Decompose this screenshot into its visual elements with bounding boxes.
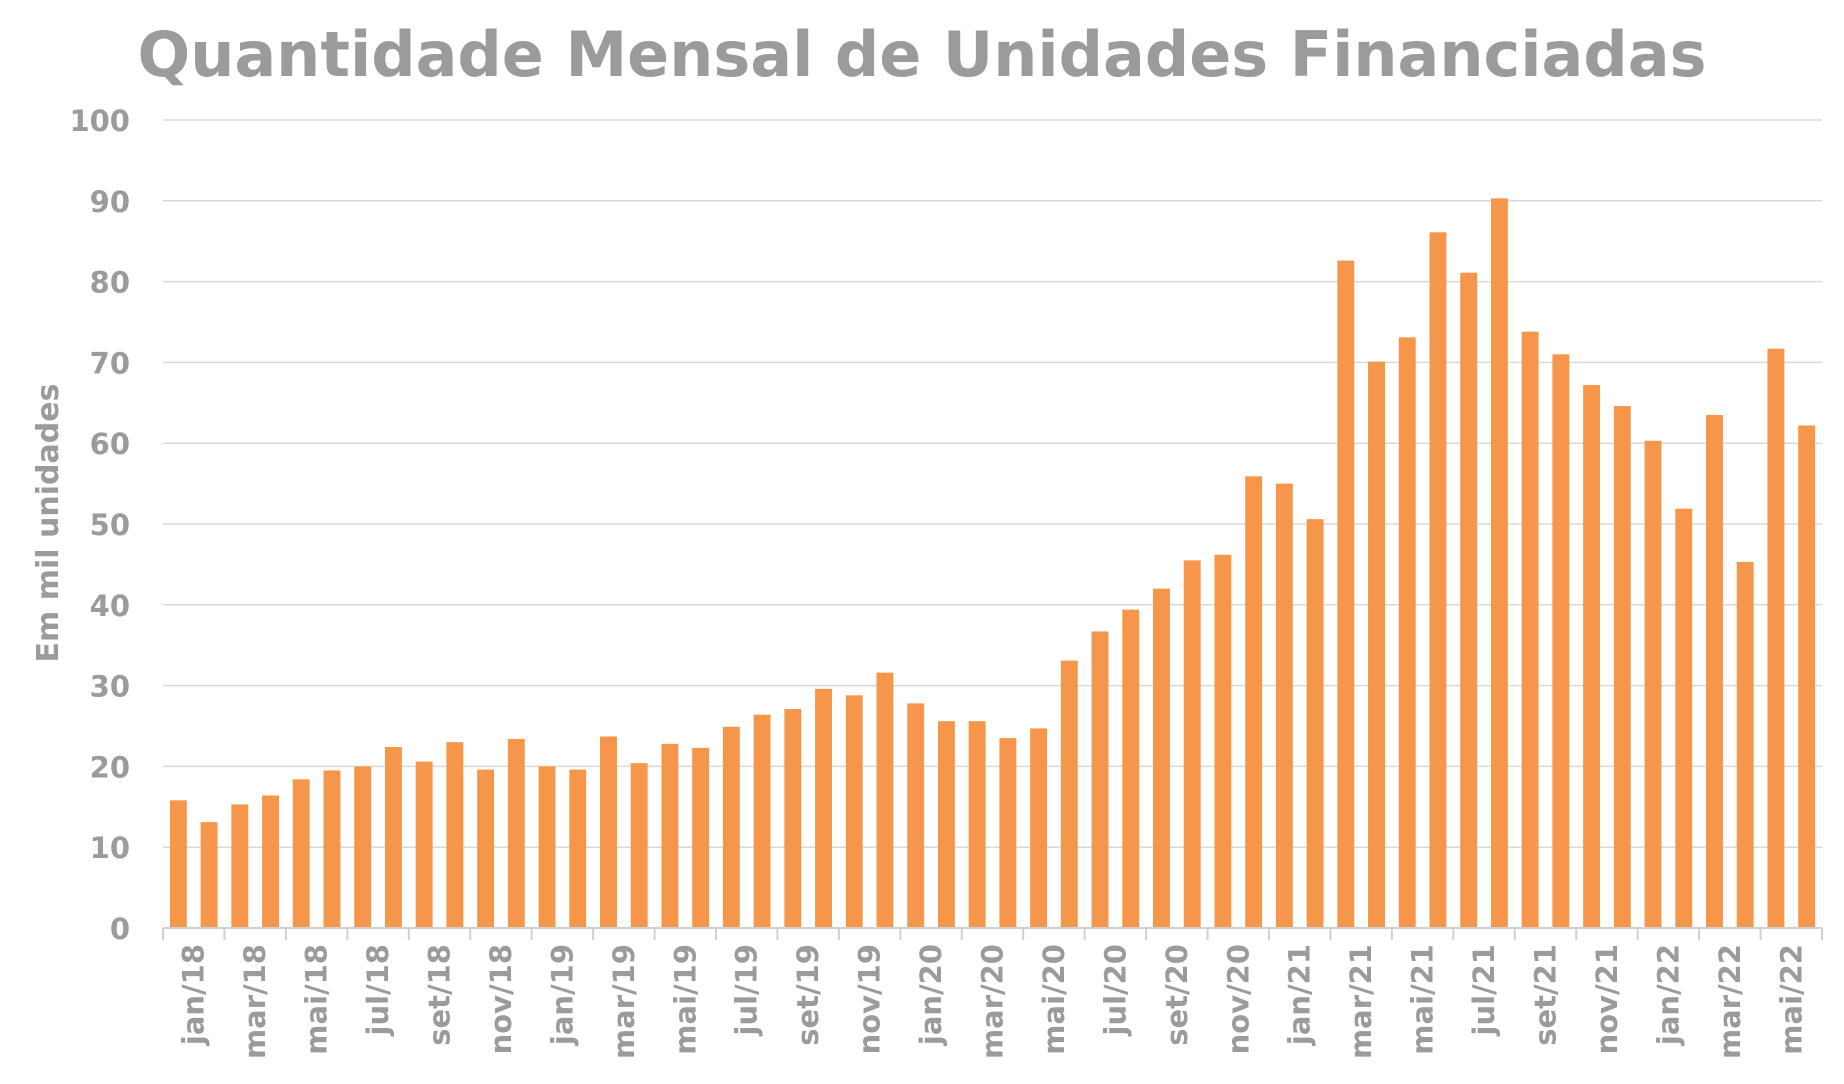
bar: [292, 779, 310, 928]
bar: [968, 721, 986, 928]
x-tick-label: nov/19: [853, 944, 887, 1054]
x-tick-label: jul/21: [1467, 944, 1501, 1036]
bar: [600, 736, 617, 928]
x-tick-label: jan/19: [545, 944, 579, 1046]
bar: [323, 770, 341, 928]
x-tick-label: jan/20: [914, 944, 948, 1046]
x-tick-label: set/19: [791, 944, 825, 1046]
y-tick-label: 0: [110, 912, 130, 946]
bar: [815, 688, 832, 928]
bar: [1767, 348, 1785, 928]
bar: [661, 743, 679, 928]
x-tick-label: nov/18: [484, 944, 518, 1054]
x-tick-label: jan/22: [1651, 944, 1685, 1046]
bar: [169, 800, 187, 928]
bar: [907, 703, 925, 928]
bar: [1060, 660, 1078, 928]
bar: [1675, 508, 1693, 928]
y-tick-label: 10: [90, 831, 130, 865]
x-tick-label: mar/22: [1713, 944, 1747, 1059]
bar: [1091, 631, 1109, 928]
bar: [1460, 272, 1478, 928]
x-tick-label: set/21: [1529, 944, 1563, 1046]
x-tick-label: jul/19: [730, 944, 764, 1036]
x-tick-label: set/18: [423, 944, 457, 1046]
bar: [1030, 728, 1048, 928]
axes: 0 10 20 30 40 50 60 70 80 90 100 jan/18 mar/18 mai/18…: [69, 104, 1823, 1059]
x-tick-label: set/20: [1160, 944, 1194, 1046]
y-tick-label: 20: [90, 750, 130, 784]
x-tick-label: mar/21: [1344, 944, 1378, 1059]
x-tick-label: mai/22: [1774, 944, 1808, 1055]
x-tick-label: mai/20: [1037, 944, 1071, 1055]
bar: [1214, 554, 1232, 928]
y-tick-label: 30: [90, 670, 130, 704]
gridlines: [163, 119, 1822, 848]
bar: [569, 769, 587, 928]
bar: [1122, 609, 1140, 928]
bar: [784, 709, 802, 928]
x-tick-label: jan/21: [1283, 944, 1317, 1046]
y-tick-label: 70: [90, 346, 130, 380]
bar: [477, 769, 495, 928]
bar: [1798, 425, 1816, 928]
x-tick-label: mar/18: [238, 944, 272, 1059]
x-tick-label: mar/20: [976, 944, 1010, 1059]
bar: [1183, 560, 1201, 928]
y-tick-label: 90: [90, 185, 130, 219]
x-tick-label: nov/20: [1221, 944, 1255, 1054]
y-tick-label: 60: [90, 427, 130, 461]
bar: [1736, 561, 1754, 928]
bar: [753, 714, 771, 928]
bar: [1644, 440, 1662, 928]
bar: [538, 766, 556, 928]
x-tick-label: mai/21: [1406, 944, 1440, 1055]
bar: [1275, 483, 1293, 928]
bar: [1306, 519, 1324, 928]
bar: [1706, 414, 1723, 928]
bar: [1368, 361, 1385, 928]
y-tick-label: 100: [69, 104, 130, 138]
bar: [415, 761, 433, 928]
bar: [384, 747, 402, 928]
bar: [262, 795, 279, 928]
bar: [1153, 588, 1170, 928]
bar: [507, 738, 525, 928]
y-tick-label: 50: [90, 508, 130, 542]
x-tick-label: mai/18: [300, 944, 334, 1055]
x-tick-label: jan/18: [177, 944, 211, 1046]
bar: [1398, 337, 1416, 928]
bar: [446, 742, 464, 928]
x-tick-label: mar/19: [607, 944, 641, 1059]
bar: [1583, 385, 1601, 928]
bar: [200, 822, 218, 928]
x-tick-label: jul/20: [1098, 944, 1132, 1036]
bar: [937, 721, 955, 928]
bar: [354, 766, 372, 928]
y-axis-label: Em mil unidades: [31, 384, 66, 663]
bars: [169, 198, 1816, 929]
bar: [1337, 260, 1355, 928]
bar: [1490, 198, 1508, 929]
bar: [1245, 476, 1263, 928]
bar: [692, 747, 710, 928]
bar: [630, 763, 648, 928]
bar: [999, 738, 1017, 928]
x-tick-label: nov/21: [1590, 944, 1624, 1054]
bar: [1552, 354, 1570, 928]
bar: [231, 804, 249, 928]
bar: [722, 726, 740, 928]
y-tick-label: 80: [90, 266, 130, 300]
x-tick-label: jul/18: [361, 944, 395, 1036]
bar: [1613, 406, 1631, 929]
chart-title: Quantidade Mensal de Unidades Financiada…: [137, 18, 1707, 91]
x-tick-label: mai/19: [668, 944, 702, 1055]
bar: [1429, 232, 1447, 928]
bar: [845, 695, 863, 928]
y-tick-label: 40: [90, 589, 130, 623]
bar: [876, 672, 894, 928]
bar: [1521, 331, 1539, 928]
